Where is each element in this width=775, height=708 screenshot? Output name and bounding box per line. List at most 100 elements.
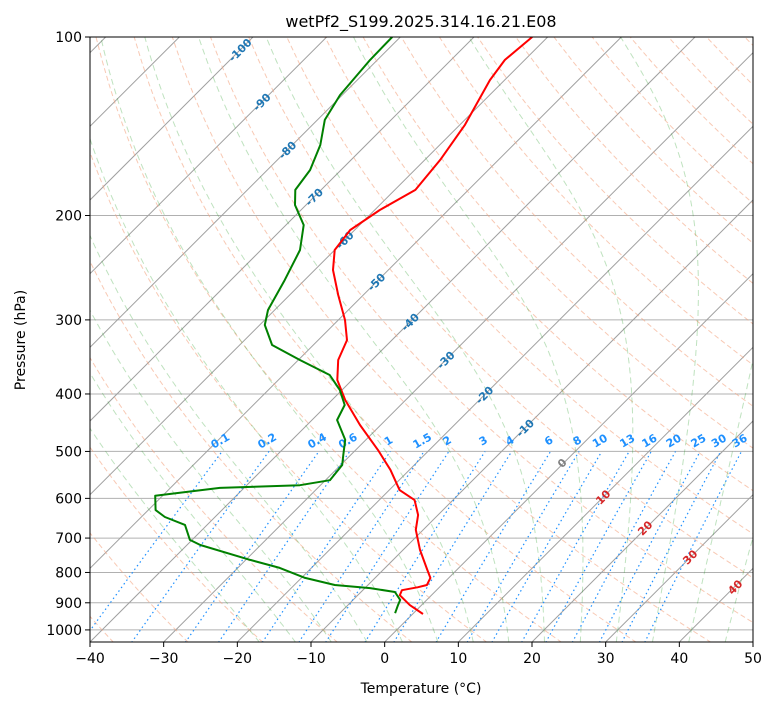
background-lines <box>90 37 753 642</box>
moist-adiabat-line <box>198 37 510 642</box>
dry-adiabat-line <box>591 37 753 204</box>
y-tick-label: 200 <box>55 208 82 224</box>
mixing-ratio-line <box>466 451 580 642</box>
x-tick-label: 30 <box>597 651 615 667</box>
y-axis-label: Pressure (hPa) <box>13 290 29 390</box>
mixing-ratio-label: 0.2 <box>256 430 279 451</box>
x-tick-label: −30 <box>149 651 179 667</box>
y-tick-label: 900 <box>55 596 82 612</box>
dry-adiabat-line <box>90 150 488 642</box>
x-tick-label: −40 <box>75 651 105 667</box>
dry-adiabat-line <box>95 37 562 642</box>
mixing-ratio-line <box>545 451 652 642</box>
isotherm-line <box>531 420 753 642</box>
isotherm-label: -80 <box>276 138 299 161</box>
mixing-ratio-label: 4 <box>503 433 516 448</box>
dry-adiabat-line <box>706 37 753 86</box>
dewpoint-profile-line <box>154 37 402 614</box>
moist-adiabat-line <box>620 37 699 642</box>
temperature-profile-line <box>332 37 533 615</box>
mixing-ratio-line <box>261 451 391 642</box>
y-tick-label: 500 <box>55 444 82 460</box>
isotherm-line <box>90 37 696 642</box>
y-tick-label: 700 <box>55 531 82 547</box>
isotherm-line <box>90 37 328 275</box>
mixing-ratio-label: 1 <box>382 433 395 448</box>
dry-adiabat-line <box>324 37 753 492</box>
moist-adiabat-line <box>90 137 403 642</box>
mixing-ratio-label: 0.4 <box>305 430 329 451</box>
y-tick-label: 600 <box>55 491 82 507</box>
isotherm-line <box>90 37 622 570</box>
mixing-ratio-line <box>298 451 425 642</box>
profiles <box>154 37 533 615</box>
isotherm-line <box>604 493 753 642</box>
mixing-ratio-line <box>218 451 351 642</box>
mixing-ratio-label: 0.1 <box>209 430 232 451</box>
mixing-ratio-label: 3 <box>477 433 490 448</box>
y-tick-label: 100 <box>55 30 82 46</box>
mixing-ratio-label: 16 <box>640 431 660 450</box>
mixing-ratio-label: 25 <box>689 432 709 451</box>
chart-title: wetPf2_S199.2025.314.16.21.E08 <box>285 12 556 32</box>
dry-adiabat-line <box>90 356 338 642</box>
x-tick-label: −10 <box>296 651 326 667</box>
dry-adiabat-line <box>171 37 712 642</box>
x-tick-label: 10 <box>449 651 467 667</box>
dry-adiabat-line <box>133 37 637 642</box>
moist-adiabat-label: 40 <box>725 577 745 597</box>
moist-adiabat-line <box>353 37 584 642</box>
isotherm-line <box>457 346 753 642</box>
x-tick-label: 40 <box>670 651 688 667</box>
isotherm-line <box>90 37 254 201</box>
mixing-ratio-line <box>644 451 743 642</box>
x-tick-label: −20 <box>223 651 253 667</box>
isotherm-line <box>752 641 753 642</box>
isotherm-line <box>162 51 753 642</box>
moist-adiabat-line <box>90 427 260 642</box>
plot-frame <box>89 36 754 643</box>
mixing-ratio-label: 6 <box>542 433 555 448</box>
mixing-ratio-label: 13 <box>618 432 638 451</box>
moist-adiabat-line <box>90 371 297 642</box>
y-tick-label: 1000 <box>46 623 82 639</box>
isotherm-line <box>90 37 401 349</box>
mixing-ratio-line <box>598 451 701 642</box>
moist-adiabat-label: 0 <box>555 456 570 471</box>
mixing-ratio-label: 10 <box>590 431 610 450</box>
moist-adiabat-line <box>265 37 545 642</box>
dry-adiabat-line <box>248 37 753 579</box>
dry-adiabat-line <box>400 37 753 407</box>
dry-adiabat-line <box>90 446 264 642</box>
mixing-ratio-label: 0.6 <box>336 430 360 451</box>
x-axis-label: Temperature (°C) <box>360 681 482 697</box>
isotherm-line <box>90 37 549 496</box>
dry-adiabat-line <box>90 260 413 642</box>
dry-adiabat-line <box>210 37 753 624</box>
moist-adiabat-line <box>724 535 753 642</box>
dry-adiabat-line <box>362 37 753 449</box>
axes: −40 −30 −20 −10 0 10 20 30 40 5010020030040050060… <box>46 30 762 667</box>
mixing-ratio-line <box>621 451 722 642</box>
isotherm-line <box>236 125 753 642</box>
dry-adiabat-line <box>668 37 753 125</box>
x-tick-label: 0 <box>380 651 389 667</box>
mixing-ratio-line <box>325 451 450 642</box>
mixing-ratio-line <box>184 451 320 642</box>
dry-adiabat-line <box>515 37 753 284</box>
isotherm-line <box>383 272 753 642</box>
moist-adiabat-line <box>468 37 634 642</box>
isotherm-label: -100 <box>226 36 255 65</box>
dry-adiabat-line <box>438 37 753 366</box>
x-tick-label: 20 <box>523 651 541 667</box>
moist-adiabat-line <box>688 357 753 642</box>
y-tick-label: 300 <box>55 313 82 329</box>
mixing-ratio-label: 20 <box>664 431 684 450</box>
dry-adiabat-line <box>553 37 753 244</box>
mixing-ratio-line <box>90 451 223 632</box>
y-tick-label: 800 <box>55 565 82 581</box>
mixing-ratio-line <box>393 451 513 642</box>
moist-adiabat-line <box>100 37 439 642</box>
dry-adiabat-line <box>90 532 189 642</box>
